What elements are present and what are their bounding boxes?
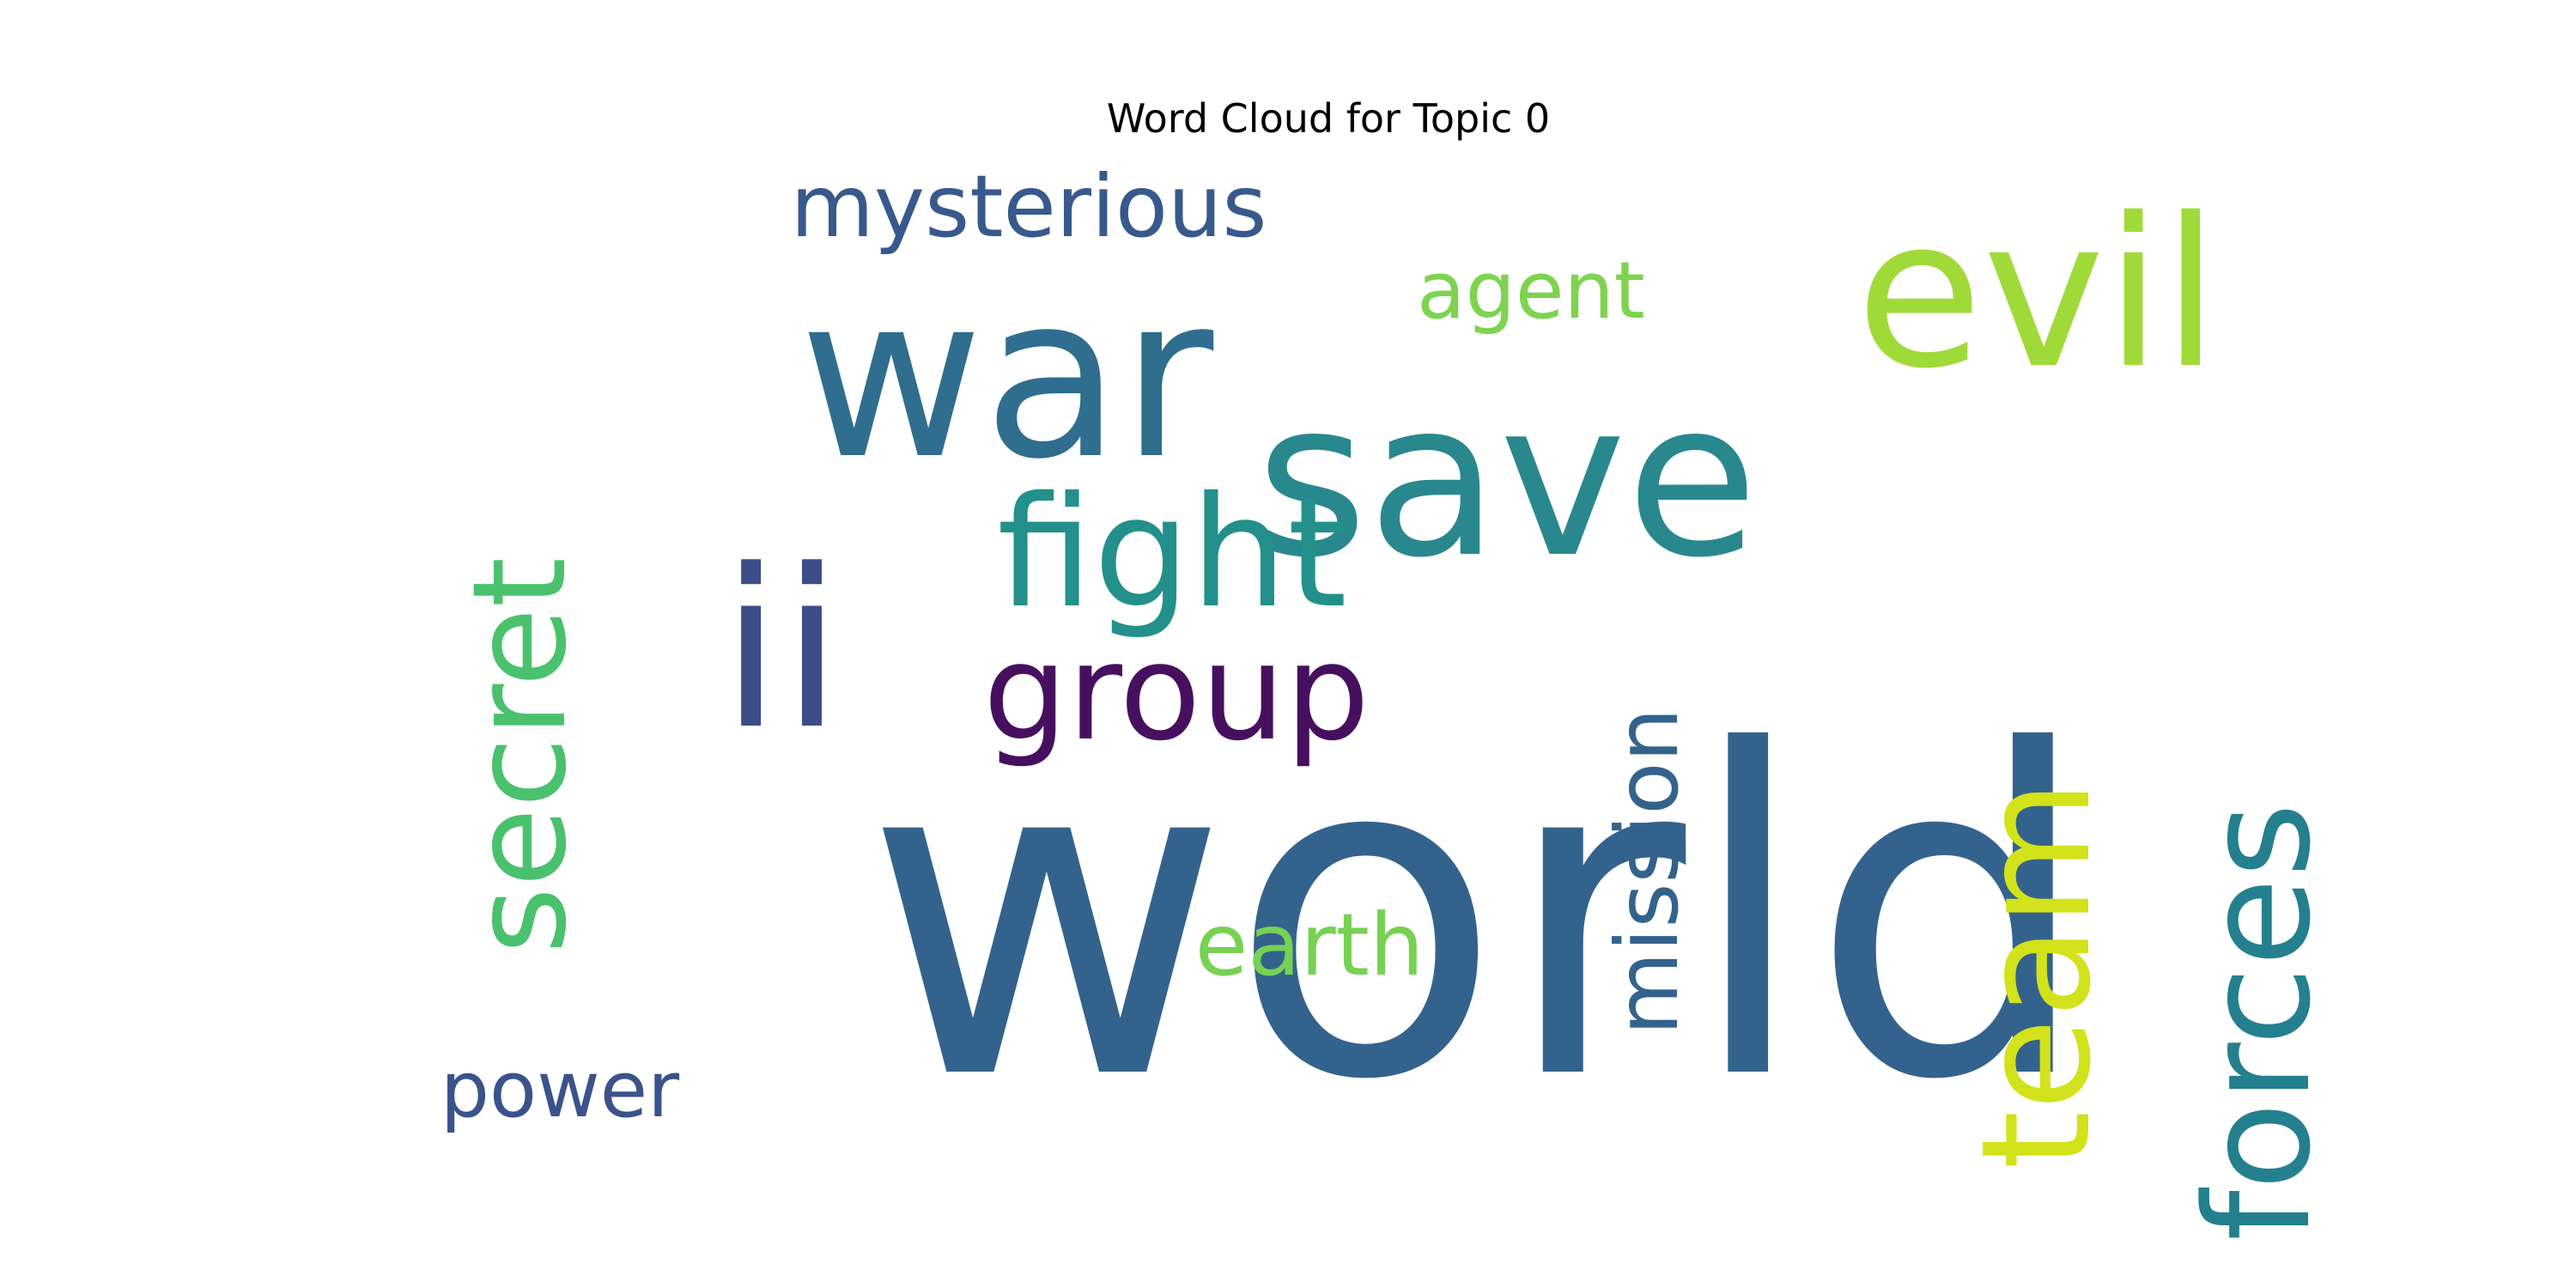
word-power: power bbox=[440, 1045, 679, 1135]
word-world: world bbox=[864, 657, 2093, 1177]
word-war: war bbox=[799, 246, 1216, 508]
word-fight: fight bbox=[997, 464, 1347, 641]
word-save: save bbox=[1255, 355, 1758, 605]
word-mysterious: mysterious bbox=[791, 156, 1267, 257]
word-earth: earth bbox=[1195, 895, 1425, 995]
word-evil: evil bbox=[1856, 173, 2219, 414]
word-agent: agent bbox=[1417, 245, 1645, 337]
word-ii: ii bbox=[720, 523, 842, 778]
word-mission: mission bbox=[1597, 708, 1698, 1036]
word-group: group bbox=[983, 615, 1370, 770]
word-forces: forces bbox=[2174, 803, 2342, 1242]
word-secret: secret bbox=[446, 557, 595, 954]
word-team: team bbox=[1950, 780, 2124, 1170]
chart-title: Word Cloud for Topic 0 bbox=[1107, 95, 1550, 142]
